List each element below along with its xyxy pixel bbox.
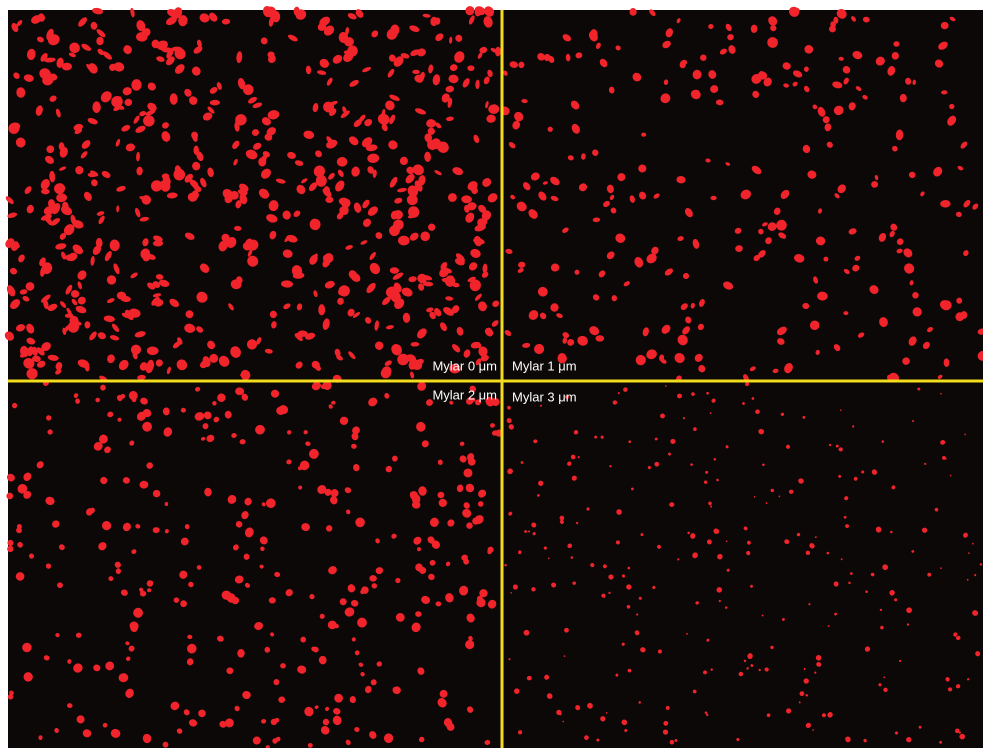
particle [92, 101, 100, 113]
particle [318, 304, 325, 315]
particle [843, 311, 848, 315]
panel-label: Mylar 3 μm [512, 389, 577, 404]
panel-label: Mylar 1 μm [512, 358, 577, 373]
particle [641, 133, 646, 137]
panel-label: Mylar 2 μm [432, 387, 497, 402]
particle [789, 490, 794, 494]
particle [107, 275, 116, 284]
page: Mylar 0 μm Mylar 1 μm Mylar 2 μm Mylar 3… [0, 0, 983, 748]
particle [38, 735, 42, 740]
particle [834, 581, 839, 586]
micrograph-figure: Mylar 0 μm Mylar 1 μm Mylar 2 μm Mylar 3… [0, 0, 983, 748]
panel-label: Mylar 0 μm [432, 358, 497, 373]
particle [513, 584, 518, 589]
